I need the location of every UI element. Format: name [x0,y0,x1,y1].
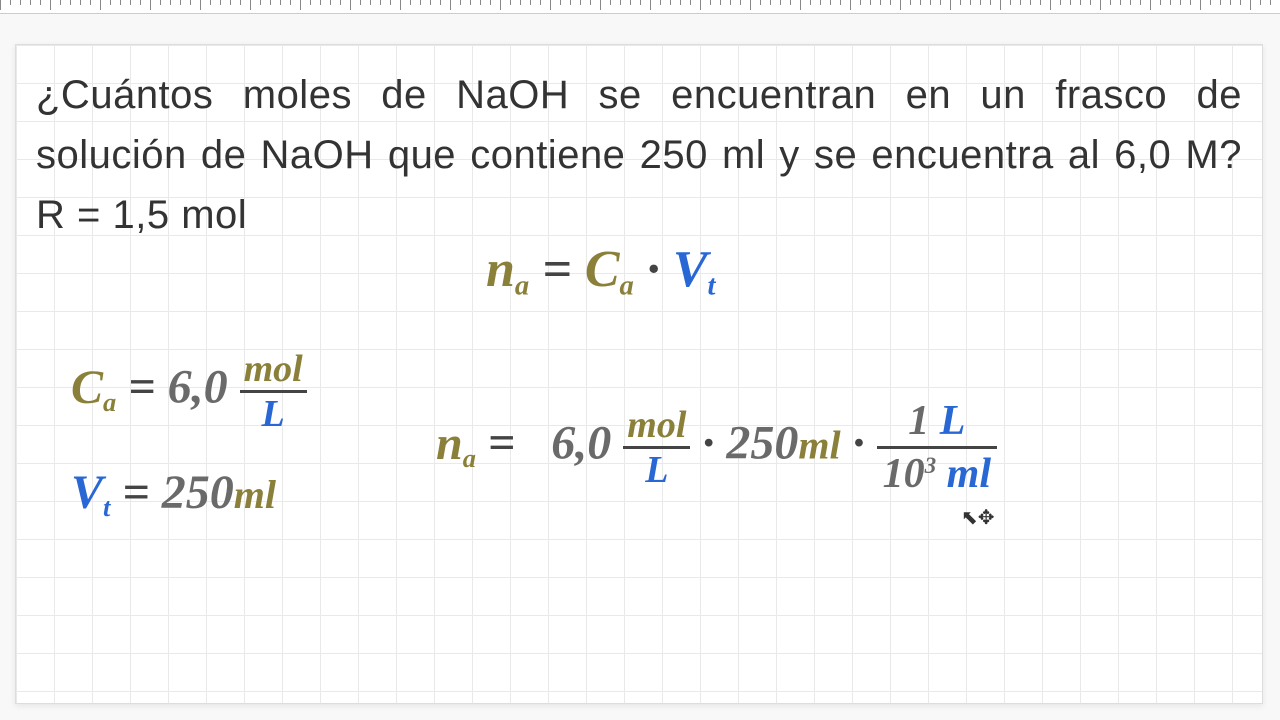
var-n: na [486,241,529,298]
unit-ml: ml [234,472,276,517]
value-250: 250 [726,417,798,470]
value-Vt: 250 [162,466,234,519]
var-V: Vt [673,241,716,298]
dot-operator: · [853,417,865,470]
equals-sign: = [488,417,515,470]
equals-sign: = [542,241,572,298]
conversion-factor: 1 L 103 ml [877,400,997,495]
unit-mol-per-L: mol L [240,350,307,433]
given-Ca: Ca = 6,0 mol L [71,350,307,433]
content-area: ¿Cuántos moles de NaOH se encuentran en … [16,45,1262,703]
label-Ca: Ca [71,361,116,414]
document-page: ¿Cuántos moles de NaOH se encuentran en … [15,44,1263,704]
equals-sign: = [128,361,155,414]
mouse-cursor-icon: ⬉✥ [961,505,995,530]
dot-operator: · [702,417,714,470]
formula-main: na = Ca · Vt [486,240,715,303]
unit-ml: ml [798,423,840,468]
dot-operator: · [647,241,660,298]
unit-mol-per-L: mol L [623,406,690,489]
question-text: ¿Cuántos moles de NaOH se encuentran en … [36,65,1242,245]
value-Ca: 6,0 [168,361,228,414]
label-Vt: Vt [71,466,110,519]
calculation-line: na = 6,0 mol L · 250ml · 1 L 103 ml [436,400,997,495]
equals-sign: = [122,466,149,519]
given-Vt: Vt = 250ml [71,465,276,523]
var-n: na [436,417,476,470]
var-C: Ca [585,241,634,298]
value-6: 6,0 [551,417,611,470]
ruler [0,0,1280,14]
